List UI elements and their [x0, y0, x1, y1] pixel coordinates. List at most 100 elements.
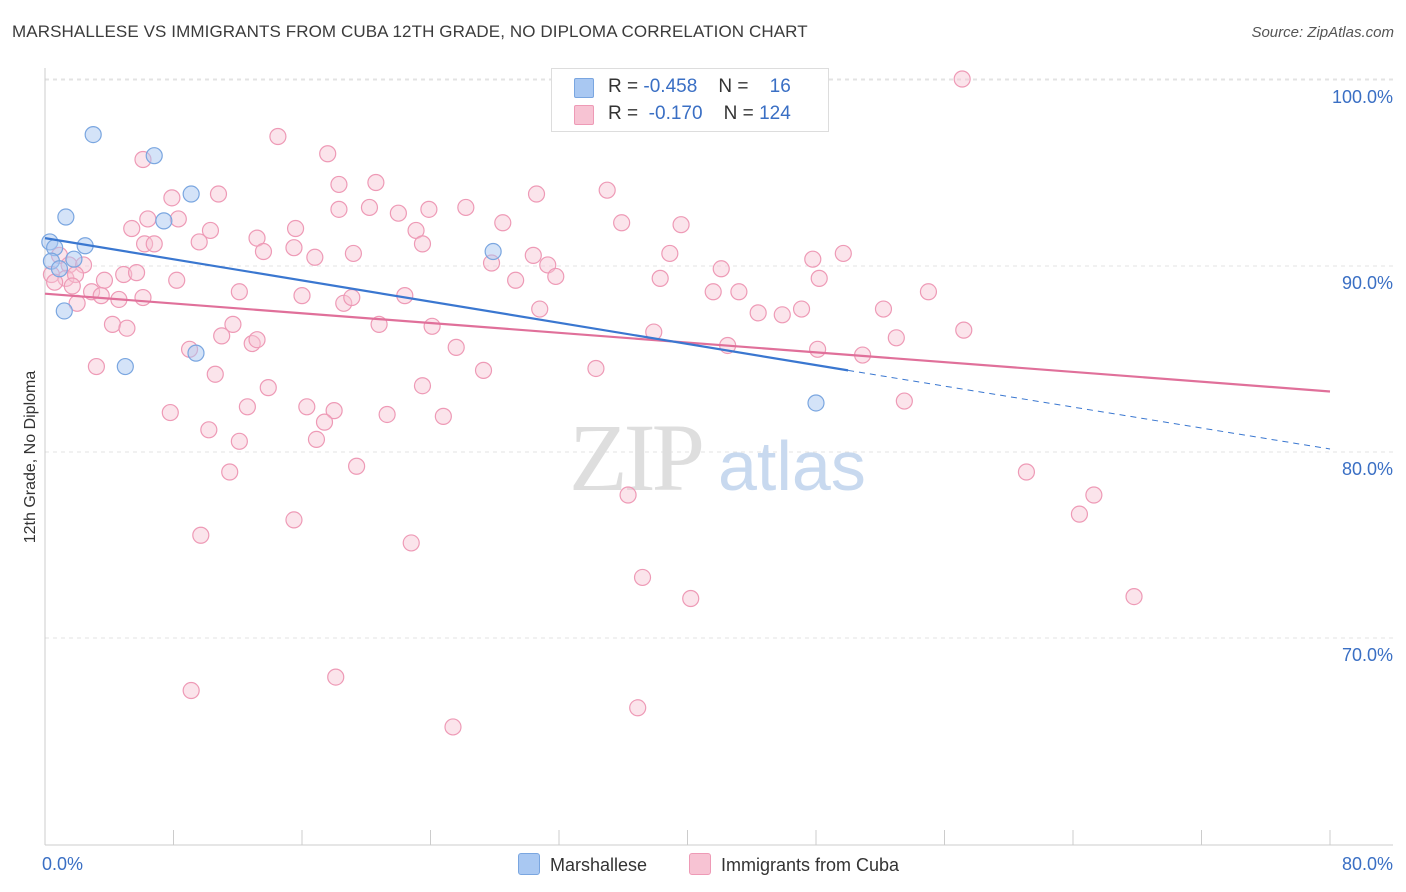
point-cuba [494, 214, 512, 232]
point-cuba [919, 283, 938, 301]
chart-title: MARSHALLESE VS IMMIGRANTS FROM CUBA 12TH… [12, 22, 808, 41]
point-cuba [168, 271, 186, 289]
point-cuba [413, 235, 432, 253]
point-cuba [423, 317, 441, 335]
y-tick-label: 100.0% [1332, 87, 1393, 107]
point-cuba [953, 70, 971, 88]
point-cuba [192, 526, 210, 544]
point-cuba [629, 699, 647, 717]
watermark: ZIP atlas [569, 404, 866, 511]
point-cuba [1085, 486, 1103, 504]
bottom-legend-label-cuba: Immigrants from Cuba [721, 855, 900, 875]
grid-lines [45, 78, 1393, 639]
point-cuba [1017, 463, 1036, 481]
source-label: Source: ZipAtlas.com [1251, 24, 1394, 41]
point-cuba [773, 306, 791, 324]
point-cuba [238, 398, 256, 416]
trend-line-marshallese-extension [848, 369, 1331, 450]
point-cuba [474, 361, 493, 379]
point-cuba [118, 319, 136, 337]
point-cuba [531, 300, 549, 318]
point-cuba [749, 304, 767, 322]
point-cuba [325, 402, 343, 420]
point-cuba [259, 379, 277, 397]
y-tick-label: 80.0% [1342, 459, 1393, 479]
point-marshallese [116, 357, 134, 376]
point-cuba [402, 534, 420, 552]
point-cuba [834, 244, 852, 263]
point-cuba [672, 216, 690, 234]
point-cuba [161, 403, 179, 422]
point-cuba [200, 421, 218, 439]
point-cuba [730, 283, 748, 301]
point-cuba [254, 242, 273, 261]
y-tick-label: 90.0% [1342, 273, 1393, 293]
point-cuba [115, 265, 133, 284]
point-cuba [206, 365, 224, 383]
point-cuba [163, 189, 181, 207]
point-cuba [344, 244, 362, 263]
x-tick-label: 80.0% [1342, 854, 1393, 874]
point-cuba [810, 269, 828, 287]
point-marshallese [484, 242, 502, 261]
point-cuba [327, 668, 345, 686]
point-cuba [293, 287, 311, 305]
point-cuba [792, 300, 811, 318]
point-cuba [285, 511, 303, 529]
point-cuba [874, 300, 893, 318]
bottom-legend-marshallese: Marshallese [518, 853, 647, 875]
point-cuba [248, 331, 266, 349]
point-cuba [524, 246, 542, 264]
point-cuba [619, 486, 637, 504]
point-cuba [209, 185, 228, 203]
point-cuba [63, 277, 81, 295]
trend-line-marshallese [44, 237, 849, 372]
point-cuba [507, 271, 525, 289]
point-cuba [224, 315, 242, 333]
point-cuba [201, 221, 220, 240]
point-cuba [613, 214, 631, 232]
point-cuba [139, 210, 157, 228]
point-cuba [587, 359, 605, 378]
legend-r-label: R = [608, 103, 639, 124]
x-tick-label: 0.0% [42, 854, 83, 874]
point-cuba [134, 288, 152, 307]
legend-n-label: N = [723, 103, 754, 124]
point-cuba [123, 219, 141, 238]
point-cuba [285, 239, 303, 257]
point-cuba [269, 127, 287, 146]
point-cuba [360, 198, 379, 217]
legend-swatch-marshallese [574, 78, 594, 98]
point-cuba [190, 233, 208, 251]
point-cuba [82, 283, 101, 301]
point-marshallese [155, 212, 173, 230]
point-cuba [704, 283, 722, 301]
point-cuba [307, 430, 326, 448]
series-marshallese-points [41, 125, 825, 412]
point-cuba [895, 392, 913, 410]
point-cuba [887, 329, 905, 347]
point-cuba [413, 377, 432, 395]
point-cuba [213, 327, 231, 345]
point-cuba [319, 145, 337, 163]
point-marshallese [65, 250, 83, 268]
point-cuba [420, 200, 438, 218]
point-cuba [389, 204, 407, 222]
point-cuba [378, 405, 396, 424]
legend-n-value-marshallese: 16 [769, 76, 791, 97]
point-cuba [169, 210, 187, 228]
y-tick-label: 70.0% [1342, 645, 1393, 665]
bottom-legend-cuba: Immigrants from Cuba [689, 853, 899, 875]
trend-line-cuba [44, 292, 1331, 393]
point-marshallese [55, 302, 73, 320]
point-marshallese [807, 394, 825, 412]
legend-r-label: R = [608, 76, 639, 97]
legend-swatch-cuba [574, 105, 594, 125]
point-cuba [804, 250, 822, 268]
point-cuba [92, 287, 110, 305]
bottom-legend-swatch-cuba [689, 853, 711, 875]
point-marshallese [50, 260, 69, 278]
point-marshallese [187, 344, 205, 362]
point-cuba [682, 589, 700, 608]
